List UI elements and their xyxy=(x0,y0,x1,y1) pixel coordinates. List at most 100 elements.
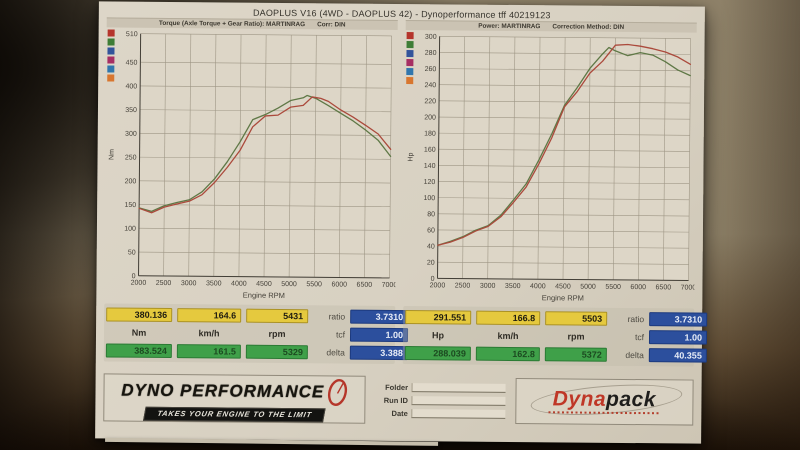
svg-text:350: 350 xyxy=(125,107,137,114)
delta-label: delta xyxy=(326,347,345,358)
tcf-label: tcf xyxy=(634,332,645,343)
date-field: Date xyxy=(376,408,506,419)
svg-text:6000: 6000 xyxy=(630,284,646,291)
power-peak-speed: 166.8 xyxy=(476,310,541,326)
power-plot: 2000 2500 3000 3500 4000 4500 5000 5500 6000 6500… xyxy=(406,32,697,303)
svg-text:20: 20 xyxy=(427,260,435,267)
power-run2-speed: 162.8 xyxy=(475,346,540,362)
torque-run2-rpm: 5329 xyxy=(245,344,308,360)
svg-text:100: 100 xyxy=(423,195,435,202)
power-chart: Power: MARTINRAG Correction Method: DIN … xyxy=(403,20,697,305)
footer: DYNO PERFORMANCE TAKES YOUR ENGINE TO TH… xyxy=(103,373,694,426)
svg-text:Engine RPM: Engine RPM xyxy=(243,291,285,300)
svg-text:50: 50 xyxy=(128,249,136,256)
svg-text:100: 100 xyxy=(124,226,136,233)
torque-unit-label: Nm xyxy=(131,327,147,338)
svg-text:0: 0 xyxy=(431,276,435,283)
svg-text:7000: 7000 xyxy=(382,282,398,289)
svg-text:6000: 6000 xyxy=(331,281,347,288)
ratio-value: 3.7310 xyxy=(649,312,708,327)
svg-text:200: 200 xyxy=(424,114,436,121)
run-id-field: Run ID xyxy=(376,395,506,406)
svg-text:4000: 4000 xyxy=(231,281,247,288)
speed-unit-label: km/h xyxy=(497,330,519,342)
delta-value: 3.388 xyxy=(349,345,408,361)
svg-text:250: 250 xyxy=(125,154,137,161)
gauge-icon xyxy=(327,378,347,406)
svg-text:300: 300 xyxy=(125,131,137,138)
svg-text:200: 200 xyxy=(125,178,137,185)
charts-row: Torque (Axle Torque + Gear Ratio): MARTI… xyxy=(104,17,697,305)
run-id-label: Run ID xyxy=(383,395,408,405)
svg-text:40: 40 xyxy=(427,243,435,250)
torque-results-table: 380.136 164.6 5431 ratio 3.7310 Nm km/h … xyxy=(103,303,409,364)
dynapack-wordmark: Dynapack xyxy=(552,387,657,412)
svg-text:120: 120 xyxy=(424,179,436,186)
svg-text:5500: 5500 xyxy=(306,281,322,288)
svg-text:3500: 3500 xyxy=(206,280,222,287)
svg-text:2000: 2000 xyxy=(131,280,147,287)
svg-text:4000: 4000 xyxy=(530,283,546,290)
svg-text:3000: 3000 xyxy=(480,283,496,290)
svg-text:400: 400 xyxy=(125,83,137,90)
folder-label: Folder xyxy=(385,382,409,392)
tcf-label: tcf xyxy=(335,329,346,340)
svg-text:5000: 5000 xyxy=(580,284,596,291)
svg-text:140: 140 xyxy=(424,163,436,170)
svg-text:160: 160 xyxy=(424,147,436,154)
power-peak-value: 291.551 xyxy=(405,310,472,325)
svg-text:3500: 3500 xyxy=(505,283,521,290)
folder-field: Folder xyxy=(376,382,506,393)
svg-text:Nm: Nm xyxy=(109,149,116,160)
dyno-printout-paper: DAOPLUS V16 (4WD - DAOPLUS 42) - Dynoper… xyxy=(95,1,708,444)
svg-text:Engine RPM: Engine RPM xyxy=(542,293,584,302)
run-info-fields: Folder Run ID Date xyxy=(376,382,506,419)
folder-input-line xyxy=(412,382,506,393)
power-run2-value: 288.039 xyxy=(404,346,471,361)
tcf-value: 1.00 xyxy=(648,330,708,345)
run-id-input-line xyxy=(411,395,506,406)
svg-text:510: 510 xyxy=(126,31,138,38)
svg-text:5500: 5500 xyxy=(605,284,621,291)
ratio-label: ratio xyxy=(328,311,346,322)
torque-plot: 2000 2500 3000 3500 4000 4500 5000 5500 6000 6500… xyxy=(107,29,398,300)
svg-text:6500: 6500 xyxy=(357,282,373,289)
svg-text:150: 150 xyxy=(124,202,136,209)
torque-run2-speed: 161.5 xyxy=(176,344,241,359)
rpm-unit-label: rpm xyxy=(567,331,585,342)
svg-text:4500: 4500 xyxy=(555,283,571,290)
power-unit-label: Hp xyxy=(431,330,445,341)
power-correction-label: Correction Method: DIN xyxy=(552,23,625,31)
svg-text:2500: 2500 xyxy=(156,280,172,287)
dynapack-logo: Dynapack xyxy=(514,378,694,426)
svg-text:3000: 3000 xyxy=(181,280,197,287)
power-chart-title: Power: MARTINRAG xyxy=(478,22,541,31)
svg-text:450: 450 xyxy=(126,60,138,67)
svg-text:0: 0 xyxy=(132,273,136,280)
torque-correction-label: Corr: DIN xyxy=(317,21,346,29)
svg-text:4500: 4500 xyxy=(256,281,272,288)
svg-text:280: 280 xyxy=(425,50,437,57)
tcf-value: 1.00 xyxy=(349,327,409,343)
svg-text:240: 240 xyxy=(424,82,436,89)
dyno-performance-slogan: TAKES YOUR ENGINE TO THE LIMIT xyxy=(143,406,327,422)
torque-chart: Torque (Axle Torque + Gear Ratio): MARTI… xyxy=(104,17,398,302)
ratio-label: ratio xyxy=(627,313,645,325)
date-label: Date xyxy=(391,408,408,418)
svg-text:2000: 2000 xyxy=(430,282,446,289)
svg-text:300: 300 xyxy=(425,34,437,41)
svg-text:220: 220 xyxy=(424,98,436,105)
torque-peak-speed: 164.6 xyxy=(177,308,242,323)
svg-text:7000: 7000 xyxy=(681,284,697,291)
torque-peak-rpm: 5431 xyxy=(246,308,309,324)
power-peak-rpm: 5503 xyxy=(545,311,608,326)
svg-text:180: 180 xyxy=(424,131,436,138)
power-results-table: 291.551 166.8 5503 ratio 3.7310 Hp km/h … xyxy=(402,306,708,367)
rpm-unit-label: rpm xyxy=(268,328,286,340)
delta-value: 40.355 xyxy=(648,348,707,363)
dyno-performance-wordmark: DYNO PERFORMANCE xyxy=(121,380,325,401)
speed-unit-label: km/h xyxy=(198,328,220,339)
svg-text:Hp: Hp xyxy=(408,152,415,161)
svg-text:260: 260 xyxy=(425,66,437,73)
ratio-value: 3.7310 xyxy=(350,309,409,325)
